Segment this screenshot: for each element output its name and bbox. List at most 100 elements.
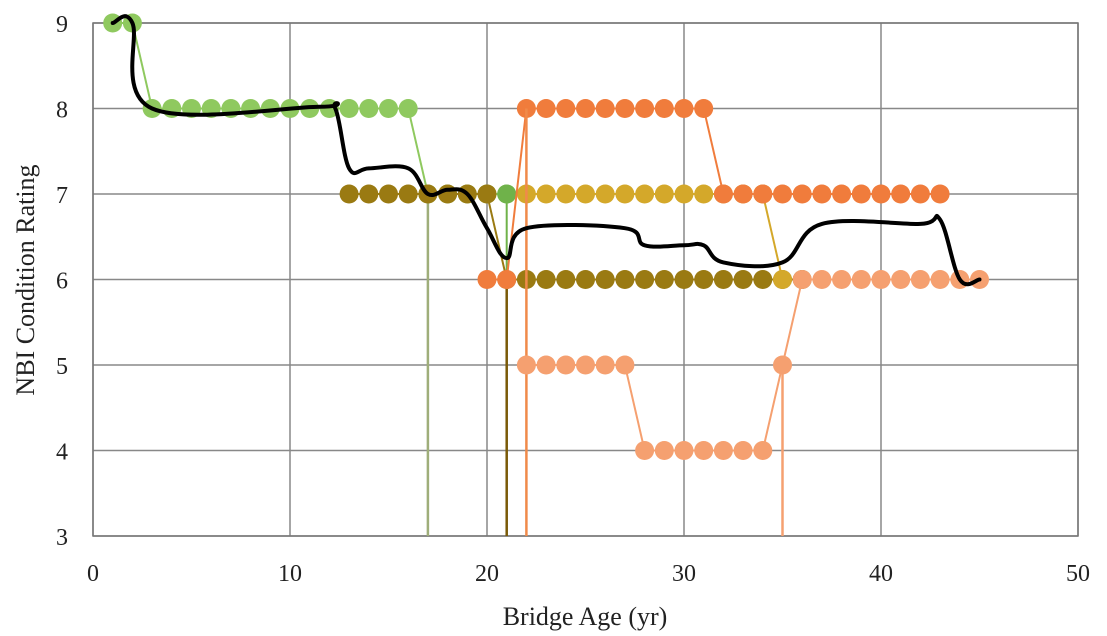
data-point xyxy=(891,270,911,289)
data-point xyxy=(536,270,556,289)
data-point xyxy=(674,441,694,460)
data-point xyxy=(694,99,714,118)
data-point xyxy=(339,184,359,204)
data-point xyxy=(615,355,635,375)
x-tick-label: 50 xyxy=(1066,561,1090,587)
series-6 xyxy=(516,184,792,289)
series-11 xyxy=(110,14,982,287)
data-point xyxy=(753,184,773,204)
x-tick-label: 10 xyxy=(278,561,302,587)
data-point xyxy=(615,99,635,118)
data-point xyxy=(674,184,694,204)
data-point xyxy=(773,184,792,204)
data-point xyxy=(576,184,595,204)
data-point xyxy=(635,270,655,289)
y-tick-label: 7 xyxy=(56,183,68,209)
data-point xyxy=(497,184,517,204)
data-point xyxy=(339,99,359,118)
x-tick-label: 30 xyxy=(672,561,696,587)
data-point xyxy=(497,270,517,289)
data-point xyxy=(595,184,615,204)
data-point xyxy=(536,99,556,118)
data-point xyxy=(891,184,911,204)
data-point xyxy=(713,441,733,460)
data-point xyxy=(536,184,556,204)
data-point xyxy=(851,270,871,289)
data-point xyxy=(674,99,694,118)
data-point xyxy=(713,270,733,289)
data-point xyxy=(477,270,497,289)
data-point xyxy=(753,270,773,289)
data-point xyxy=(654,441,674,460)
data-point xyxy=(871,184,891,204)
data-point xyxy=(556,270,576,289)
y-tick-label: 8 xyxy=(56,98,68,124)
data-point xyxy=(635,441,655,460)
y-axis-title: NBI Condition Rating xyxy=(11,164,40,395)
data-point xyxy=(635,184,655,204)
data-point xyxy=(910,184,930,204)
data-point xyxy=(930,270,950,289)
data-point xyxy=(615,184,635,204)
data-point xyxy=(635,99,655,118)
data-point xyxy=(733,441,753,460)
data-point xyxy=(674,270,694,289)
data-point xyxy=(556,355,576,375)
data-point xyxy=(930,184,950,204)
data-point xyxy=(556,184,576,204)
data-point xyxy=(241,99,261,118)
y-tick-label: 3 xyxy=(56,525,68,551)
y-tick-label: 9 xyxy=(56,12,68,38)
data-point xyxy=(832,270,852,289)
data-point xyxy=(792,184,812,204)
data-point xyxy=(733,184,753,204)
series-line xyxy=(349,193,803,281)
data-point xyxy=(832,184,852,204)
data-point xyxy=(477,184,497,204)
data-point xyxy=(753,441,773,460)
x-tick-label: 40 xyxy=(869,561,893,587)
data-point xyxy=(576,355,595,375)
x-tick-label: 0 xyxy=(87,561,99,587)
data-point xyxy=(379,184,398,204)
data-point xyxy=(359,99,379,118)
data-point xyxy=(516,355,536,375)
data-point xyxy=(536,355,556,375)
data-point xyxy=(379,99,398,118)
data-point xyxy=(694,270,714,289)
data-point xyxy=(654,99,674,118)
data-point xyxy=(576,99,595,118)
data-point xyxy=(910,270,930,289)
data-point xyxy=(595,99,615,118)
data-point xyxy=(792,270,812,289)
x-axis-title: Bridge Age (yr) xyxy=(503,602,668,631)
x-tick-label: 20 xyxy=(475,561,499,587)
data-point xyxy=(398,184,418,204)
series-7 xyxy=(477,99,950,289)
data-point xyxy=(812,184,832,204)
data-point xyxy=(773,270,792,289)
data-point xyxy=(359,184,379,204)
data-point xyxy=(733,270,753,289)
data-point xyxy=(694,441,714,460)
y-tick-label: 5 xyxy=(56,354,68,380)
data-point xyxy=(654,184,674,204)
plot-border xyxy=(92,22,1079,537)
x-tick-labels: 0 10 20 30 40 50 xyxy=(87,561,1090,587)
data-point xyxy=(713,184,733,204)
series-layer xyxy=(103,13,989,536)
data-point xyxy=(694,184,714,204)
data-point xyxy=(654,270,674,289)
data-point xyxy=(556,99,576,118)
data-point xyxy=(595,355,615,375)
y-tick-label: 6 xyxy=(56,269,68,295)
y-tick-label: 4 xyxy=(56,440,68,466)
data-point xyxy=(576,270,595,289)
series-line xyxy=(110,14,982,287)
data-point xyxy=(812,270,832,289)
data-point xyxy=(595,270,615,289)
y-tick-labels: 3 4 5 6 7 8 9 xyxy=(56,12,68,551)
data-point xyxy=(615,270,635,289)
plot-frame xyxy=(92,22,1079,537)
